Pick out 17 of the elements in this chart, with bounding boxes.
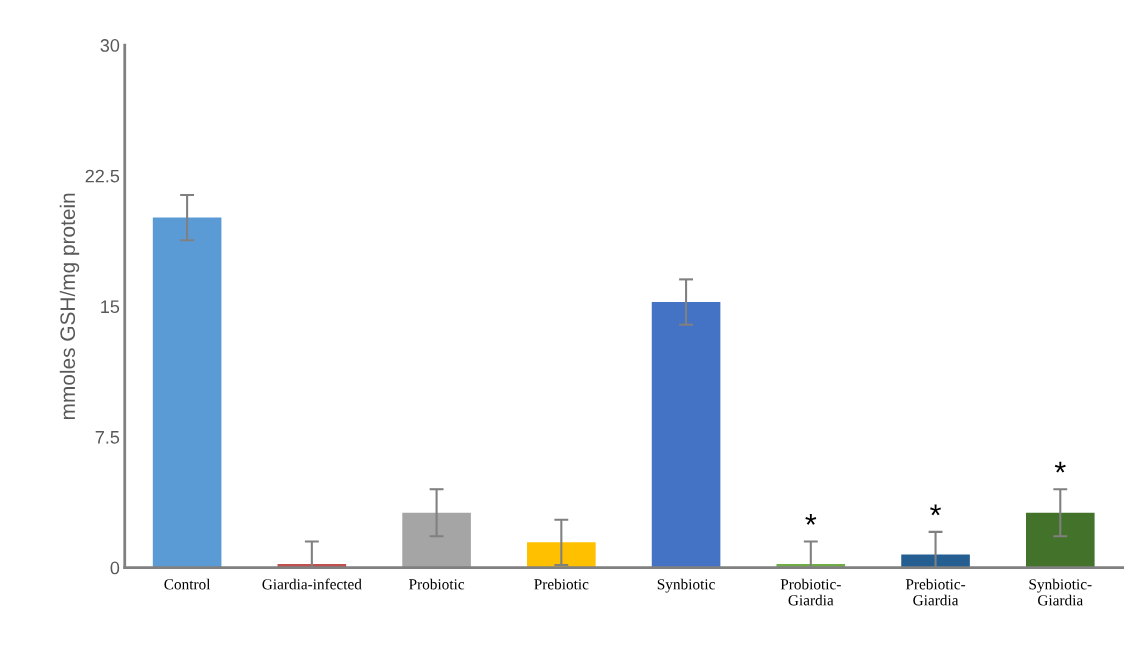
y-tick-label: 7.5 bbox=[95, 431, 120, 444]
x-tick-label: Prebiotic- Giardia bbox=[905, 578, 966, 606]
y-tick-label: 30 bbox=[100, 39, 120, 52]
x-tick-label: Giardia-infected bbox=[262, 578, 362, 590]
x-tick-label: Probiotic- Giardia bbox=[780, 578, 841, 606]
x-tick-label: Synbiotic bbox=[657, 578, 715, 593]
y-tick-label: 22.5 bbox=[85, 169, 120, 183]
annotation: * bbox=[1054, 461, 1066, 473]
x-tick-label: Prebiotic bbox=[534, 578, 589, 590]
annotation: * bbox=[930, 504, 942, 516]
x-tick-label: Synbiotic- Giardia bbox=[1029, 578, 1092, 606]
x-tick-label: Control bbox=[164, 578, 211, 590]
y-tick-label: 15 bbox=[101, 300, 120, 314]
y-axis-title: mmoles GSH/mg protein bbox=[59, 193, 80, 420]
y-tick-label: 0 bbox=[110, 561, 120, 575]
x-tick-label: Probiotic bbox=[409, 578, 465, 590]
annotation: * bbox=[805, 514, 817, 525]
